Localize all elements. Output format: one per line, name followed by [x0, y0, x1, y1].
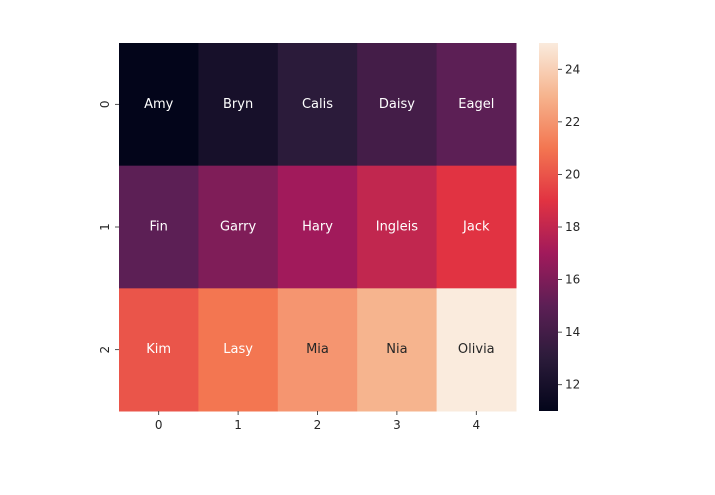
colorbar-tick-label: 24: [565, 62, 580, 76]
cell-annotation: Nia: [386, 342, 407, 357]
x-axis: 0 1 2 3 4: [155, 411, 480, 432]
cell-annotation: Kim: [146, 342, 171, 357]
cell-annotation: Lasy: [223, 342, 253, 357]
heatmap-cell: [198, 165, 279, 289]
heatmap-cell: [277, 288, 358, 412]
y-tick-label: 0: [98, 101, 112, 109]
heatmap-cell: [119, 43, 199, 167]
cell-annotation: Mia: [306, 342, 329, 357]
colorbar-tick-label: 14: [565, 325, 580, 339]
cell-annotation: Olivia: [458, 342, 495, 357]
colorbar-tick-label: 18: [565, 220, 580, 234]
heatmap-cell: [119, 288, 199, 412]
y-axis: 0 1 2: [98, 101, 119, 354]
heatmap-cell: [357, 288, 438, 412]
cell-annotation: Calis: [302, 97, 333, 112]
colorbar-tick-label: 12: [565, 378, 580, 392]
x-tick-label: 2: [314, 418, 322, 432]
cell-annotation: Amy: [144, 97, 174, 112]
colorbar-ticks: 12 14 16 18 20 22 24: [558, 62, 580, 392]
cell-annotation: Garry: [220, 220, 257, 235]
y-tick-label: 1: [98, 223, 112, 231]
heatmap-cell: [357, 165, 438, 289]
heatmap-cells: Amy Bryn Calis Daisy Eagel Fin Garry Hary Inglei…: [119, 43, 517, 412]
y-tick-label: 2: [98, 346, 112, 354]
colorbar-gradient: [539, 43, 558, 411]
heatmap-cell: [198, 288, 279, 412]
colorbar-tick-label: 22: [565, 115, 580, 129]
x-tick-label: 3: [393, 418, 401, 432]
colorbar-tick-label: 16: [565, 273, 580, 287]
cell-annotation: Bryn: [223, 97, 253, 112]
colorbar-tick-label: 20: [565, 167, 580, 181]
heatmap-cell: [198, 43, 279, 167]
x-tick-label: 0: [155, 418, 163, 432]
colorbar: 12 14 16 18 20 22 24: [539, 43, 580, 411]
heatmap-cell: [277, 165, 358, 289]
x-tick-label: 4: [472, 418, 480, 432]
cell-annotation: Fin: [150, 220, 168, 235]
heatmap-cell: [119, 165, 199, 289]
heatmap-cell: [436, 43, 517, 167]
x-tick-label: 1: [234, 418, 242, 432]
heatmap-cell: [436, 165, 517, 289]
cell-annotation: Jack: [462, 220, 490, 235]
cell-annotation: Hary: [302, 220, 333, 235]
cell-annotation: Daisy: [379, 97, 415, 112]
cell-annotation: Eagel: [458, 97, 494, 112]
heatmap-cell: [357, 43, 438, 167]
cell-annotation: Ingleis: [376, 220, 419, 235]
heatmap-cell: [277, 43, 358, 167]
heatmap-cell: [436, 288, 517, 412]
